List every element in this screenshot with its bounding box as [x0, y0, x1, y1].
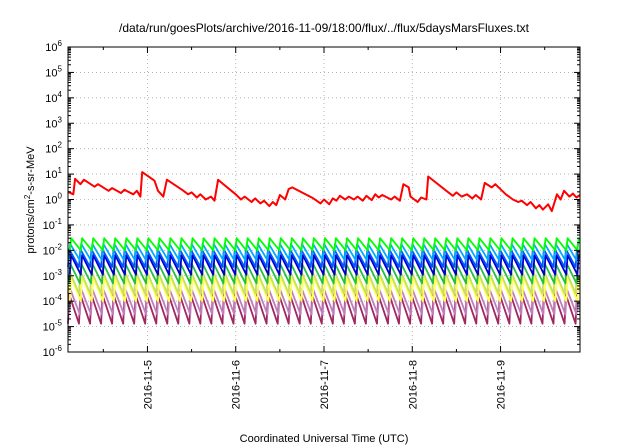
y-tick-label: 100 [45, 192, 62, 207]
y-tick-exponent: -5 [55, 319, 63, 328]
y-tick-label: 10-2 [43, 242, 63, 257]
y-tick-base: 10 [45, 118, 57, 130]
y-tick-label: 10-1 [43, 217, 63, 232]
series-line [68, 276, 580, 303]
y-tick-base: 10 [45, 93, 57, 105]
chart-title: /data/run/goesPlots/archive/2016-11-09/1… [119, 21, 530, 35]
y-tick-base: 10 [43, 220, 55, 232]
y-tick-base: 10 [43, 347, 55, 359]
y-tick-exponent: -4 [55, 293, 63, 302]
y-tick-label: 10-3 [43, 268, 63, 283]
y-tick-label: 103 [45, 115, 62, 130]
y-tick-label: 10-5 [43, 319, 63, 334]
series-group [67, 171, 581, 325]
y-tick-exponent: 1 [58, 166, 63, 175]
y-axis-label: protons/cm2-s-sr-MeV [23, 146, 37, 254]
y-tick-label: 10-4 [43, 293, 63, 308]
y-tick-base: 10 [45, 42, 57, 54]
y-tick-label: 104 [45, 90, 62, 105]
y-tick-label: 105 [45, 64, 62, 79]
x-axis: 2016-11-5 2016-11-6 2016-11-7 2016-11-8 2016… [102, 47, 546, 409]
series-line [68, 254, 580, 276]
x-tick-label: 2016-11-8 [407, 360, 419, 409]
series-line [68, 242, 579, 262]
y-tick-exponent: 6 [58, 39, 63, 48]
y-tick-exponent: 3 [58, 115, 63, 124]
y-tick-exponent: 5 [58, 64, 63, 73]
y-tick-base: 10 [43, 245, 55, 257]
series-line [67, 171, 581, 213]
y-axis: 10-610-510-410-310-210-11001011021031041… [43, 39, 580, 359]
y-tick-label: 10-6 [43, 344, 63, 359]
y-axis-label-suffix: -s-sr-MeV [25, 146, 37, 195]
y-tick-exponent: -6 [55, 344, 63, 353]
y-tick-base: 10 [45, 195, 57, 207]
y-tick-exponent: -2 [55, 242, 63, 251]
y-axis-label-prefix: protons/cm [25, 199, 37, 253]
y-tick-exponent: -3 [55, 268, 63, 277]
x-tick-label: 2016-11-6 [231, 360, 243, 409]
x-tick-label: 2016-11-5 [142, 360, 154, 409]
y-tick-base: 10 [43, 271, 55, 283]
x-tick-label: 2016-11-7 [319, 360, 331, 409]
y-tick-exponent: 2 [58, 141, 63, 150]
y-tick-label: 106 [45, 39, 62, 54]
y-tick-exponent: -1 [55, 217, 63, 226]
y-tick-base: 10 [45, 67, 57, 79]
x-tick-label: 2016-11-9 [496, 360, 508, 409]
y-axis-label-sup: 2 [23, 194, 32, 199]
y-tick-label: 101 [45, 166, 62, 181]
x-axis-label: Coordinated Universal Time (UTC) [240, 433, 409, 445]
y-tick-base: 10 [45, 144, 57, 156]
y-tick-base: 10 [43, 296, 55, 308]
y-tick-exponent: 4 [58, 90, 63, 99]
series-line [68, 237, 580, 252]
y-tick-exponent: 0 [58, 192, 63, 201]
y-tick-base: 10 [43, 322, 55, 334]
y-tick-base: 10 [45, 169, 57, 181]
y-tick-label: 102 [45, 141, 62, 156]
